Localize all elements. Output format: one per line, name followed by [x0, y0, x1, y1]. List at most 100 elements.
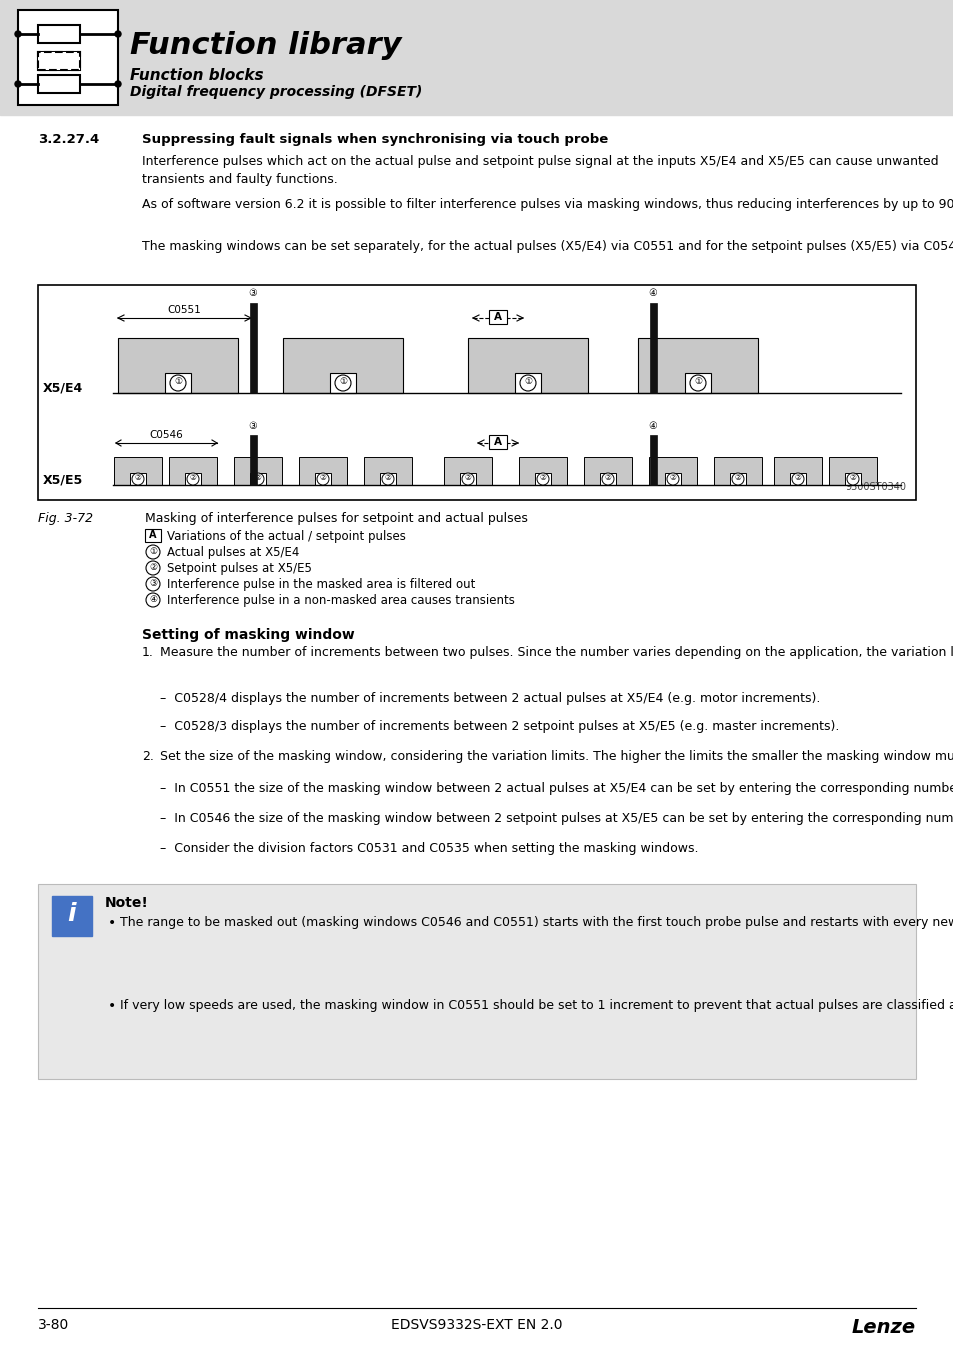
Text: ②: ② — [254, 474, 261, 482]
Bar — [165, 373, 191, 393]
Text: ②: ② — [539, 474, 546, 482]
Bar — [364, 458, 412, 485]
Text: Function blocks: Function blocks — [130, 68, 263, 82]
Text: Suppressing fault signals when synchronising via touch probe: Suppressing fault signals when synchroni… — [142, 134, 608, 146]
Text: Digital frequency processing (DFSET): Digital frequency processing (DFSET) — [130, 85, 422, 99]
Text: Actual pulses at X5/E4: Actual pulses at X5/E4 — [167, 545, 299, 559]
Bar — [250, 472, 266, 485]
Text: i: i — [68, 902, 76, 926]
Text: Lenze: Lenze — [851, 1318, 915, 1336]
Circle shape — [689, 375, 705, 391]
Text: ④: ④ — [648, 421, 657, 431]
Text: A: A — [494, 437, 501, 447]
Bar — [145, 529, 161, 541]
Text: •: • — [108, 917, 116, 930]
Circle shape — [146, 593, 160, 608]
Text: –  C0528/3 displays the number of increments between 2 setpoint pulses at X5/E5 : – C0528/3 displays the number of increme… — [160, 720, 839, 733]
Circle shape — [15, 31, 21, 36]
Bar — [330, 373, 355, 393]
Bar — [535, 472, 551, 485]
Text: ①: ① — [338, 378, 347, 386]
Circle shape — [170, 375, 186, 391]
Bar — [233, 458, 282, 485]
Bar — [38, 884, 915, 1079]
Text: ②: ② — [794, 474, 801, 482]
Text: ①: ① — [523, 378, 532, 386]
Bar — [250, 435, 256, 485]
Bar — [713, 458, 761, 485]
Circle shape — [132, 472, 144, 485]
Bar — [729, 472, 745, 485]
Bar — [489, 310, 506, 324]
Text: ②: ② — [604, 474, 611, 482]
Text: ②: ② — [464, 474, 471, 482]
Circle shape — [15, 81, 21, 86]
Bar — [518, 458, 566, 485]
Text: Fig. 3-72: Fig. 3-72 — [38, 512, 93, 525]
Bar — [314, 472, 331, 485]
Circle shape — [115, 81, 121, 86]
Text: Set the size of the masking window, considering the variation limits. The higher: Set the size of the masking window, cons… — [160, 751, 953, 763]
Bar — [489, 435, 506, 450]
Text: ②: ② — [734, 474, 740, 482]
Bar — [515, 373, 540, 393]
Text: If very low speeds are used, the masking window in C0551 should be set to 1 incr: If very low speeds are used, the masking… — [120, 999, 953, 1012]
Text: ②: ② — [669, 474, 676, 482]
Text: ④: ④ — [648, 288, 657, 298]
Circle shape — [791, 472, 803, 485]
Text: ②: ② — [149, 563, 157, 571]
Circle shape — [461, 472, 474, 485]
Text: 3-80: 3-80 — [38, 1318, 70, 1332]
Bar — [684, 373, 710, 393]
Circle shape — [846, 472, 858, 485]
Circle shape — [519, 375, 536, 391]
Text: ②: ② — [319, 474, 326, 482]
Bar — [638, 338, 758, 393]
Text: 1.: 1. — [142, 647, 153, 659]
Circle shape — [187, 472, 199, 485]
Text: ④: ④ — [149, 594, 157, 603]
Bar — [38, 76, 80, 93]
Text: The range to be masked out (masking windows C0546 and C0551) starts with the fir: The range to be masked out (masking wind… — [120, 917, 953, 929]
Bar — [789, 472, 805, 485]
Circle shape — [115, 31, 121, 36]
Text: Setting of masking window: Setting of masking window — [142, 628, 355, 643]
Text: Setpoint pulses at X5/E5: Setpoint pulses at X5/E5 — [167, 562, 312, 575]
Circle shape — [146, 562, 160, 575]
Bar — [773, 458, 821, 485]
Text: The masking windows can be set separately, for the actual pulses (X5/E4) via C05: The masking windows can be set separatel… — [142, 240, 953, 252]
Circle shape — [601, 472, 614, 485]
Text: ②: ② — [190, 474, 196, 482]
Circle shape — [252, 472, 264, 485]
Bar — [599, 472, 616, 485]
Bar — [113, 458, 162, 485]
Bar — [844, 472, 861, 485]
Text: ①: ① — [149, 547, 157, 555]
Text: EDSVS9332S-EXT EN 2.0: EDSVS9332S-EXT EN 2.0 — [391, 1318, 562, 1332]
Text: Masking of interference pulses for setpoint and actual pulses: Masking of interference pulses for setpo… — [145, 512, 527, 525]
Text: ③: ③ — [249, 288, 257, 298]
Text: ③: ③ — [249, 421, 257, 431]
Bar — [38, 285, 915, 500]
Circle shape — [335, 375, 351, 391]
Bar — [38, 53, 80, 70]
Text: –  In C0546 the size of the masking window between 2 setpoint pulses at X5/E5 ca: – In C0546 the size of the masking windo… — [160, 811, 953, 825]
Text: X5/E4: X5/E4 — [43, 382, 83, 394]
Text: ②: ② — [849, 474, 856, 482]
Circle shape — [537, 472, 548, 485]
Text: ①: ① — [173, 378, 182, 386]
Bar — [0, 0, 953, 115]
Bar — [38, 26, 80, 43]
Circle shape — [731, 472, 743, 485]
Text: •: • — [108, 999, 116, 1012]
Bar — [38, 53, 80, 70]
Text: As of software version 6.2 it is possible to filter interference pulses via mask: As of software version 6.2 it is possibl… — [142, 198, 953, 211]
Text: ②: ② — [384, 474, 391, 482]
Bar — [18, 9, 118, 105]
Text: ③: ③ — [149, 579, 157, 587]
Circle shape — [316, 472, 329, 485]
Text: Note!: Note! — [105, 896, 149, 910]
Bar — [185, 472, 201, 485]
Bar — [169, 458, 216, 485]
Text: A: A — [149, 531, 156, 540]
